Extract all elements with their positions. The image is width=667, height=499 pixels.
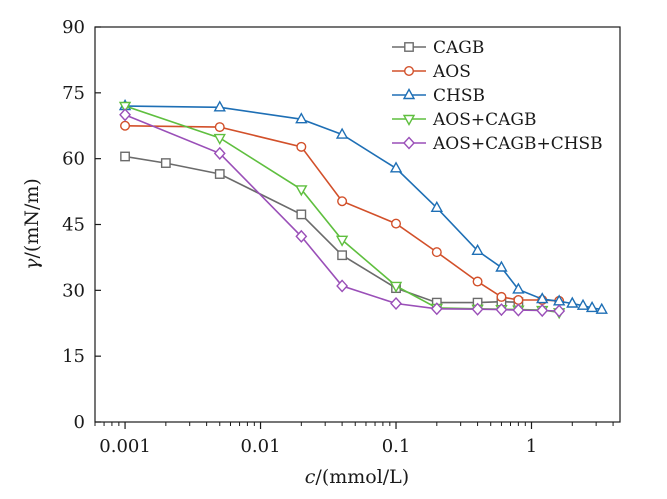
data-point: [336, 279, 349, 293]
legend-label: AOS: [432, 62, 471, 82]
legend-marker: [403, 136, 415, 150]
x-tick-label: 0.001: [99, 436, 151, 457]
legend-item: AOS+CAGB+CHSB: [392, 134, 603, 154]
data-point: [430, 302, 443, 316]
data-point: [214, 122, 225, 133]
x-tick-label: 1: [526, 436, 537, 457]
data-point: [512, 303, 525, 317]
data-point: [553, 304, 566, 318]
data-point: [295, 185, 308, 197]
series-chsb: [118, 99, 608, 314]
legend-marker: [402, 114, 416, 126]
plot-frame: [94, 26, 621, 423]
legend-item: AOS: [392, 62, 471, 82]
x-axis: 0.001 0.01 0.1 1: [94, 422, 614, 457]
data-point: [120, 151, 130, 162]
data-point: [471, 243, 484, 256]
data-point: [431, 247, 442, 258]
y-tick-label: 45: [62, 215, 85, 236]
data-point: [566, 296, 579, 308]
data-point: [120, 120, 131, 131]
legend-item: CHSB: [392, 86, 485, 106]
data-point: [118, 101, 132, 113]
data-point: [595, 302, 608, 314]
data-point: [295, 112, 308, 124]
y-tick-label: 15: [62, 346, 85, 367]
y-axis-title: γ/(mN/m): [21, 178, 43, 270]
legend-label: CHSB: [433, 86, 485, 106]
series-aos: [120, 120, 565, 306]
legend: CAGB AOS CHSB AOS+CAGB AOS+CAGB+CHSB: [392, 38, 603, 154]
x-axis-title: c/(mmol/L): [305, 466, 409, 488]
data-point: [496, 291, 507, 302]
data-point: [337, 250, 348, 261]
legend-marker: [404, 65, 415, 76]
series-layer: [118, 99, 608, 320]
data-point: [213, 100, 226, 112]
legend-marker: [402, 88, 416, 100]
data-point: [430, 200, 443, 213]
data-point: [471, 302, 484, 316]
series-line: [124, 155, 519, 304]
data-point: [585, 300, 599, 313]
data-point: [512, 282, 525, 294]
y-tick-label: 75: [62, 83, 85, 104]
y-tick-label: 0: [74, 412, 85, 433]
y-axis-title-unit: /(mN/m): [21, 178, 43, 258]
y-tick-label: 30: [62, 280, 85, 301]
data-point: [296, 141, 307, 152]
data-point: [390, 296, 402, 311]
data-point: [335, 235, 349, 247]
data-point: [513, 294, 524, 305]
legend-item: CAGB: [392, 38, 484, 58]
data-point: [536, 292, 549, 304]
data-point: [335, 127, 349, 139]
legend-label: CAGB: [433, 38, 484, 58]
y-axis: 0 15 30 45 60 75 90: [62, 17, 101, 433]
data-point: [391, 218, 402, 229]
series-cagb: [120, 151, 524, 308]
x-tick-label: 0.01: [240, 436, 280, 457]
data-point: [213, 146, 226, 160]
data-point: [295, 229, 308, 243]
data-point: [160, 158, 171, 168]
y-axis-title-var: γ: [21, 258, 43, 270]
x-tick-label: 0.1: [382, 436, 411, 457]
legend-marker: [404, 42, 414, 52]
legend-item: AOS+CAGB: [392, 110, 536, 130]
data-point: [576, 298, 590, 310]
data-point: [472, 276, 483, 287]
data-point: [495, 260, 508, 272]
legend-label: AOS+CAGB: [432, 110, 536, 130]
data-point: [389, 281, 403, 293]
data-point: [296, 209, 307, 220]
y-tick-label: 60: [62, 149, 85, 170]
data-point: [536, 303, 549, 318]
x-axis-title-unit: /(mmol/L): [315, 466, 409, 488]
legend-label: AOS+CAGB+CHSB: [432, 134, 603, 154]
data-point: [495, 303, 508, 317]
data-point: [213, 133, 226, 145]
data-point: [119, 108, 132, 122]
series-aos-cagb-chsb: [119, 108, 566, 318]
x-axis-title-var: c: [305, 466, 316, 488]
data-point: [337, 196, 348, 207]
y-tick-label: 90: [62, 17, 85, 38]
data-point: [389, 161, 403, 173]
data-point: [214, 169, 225, 179]
